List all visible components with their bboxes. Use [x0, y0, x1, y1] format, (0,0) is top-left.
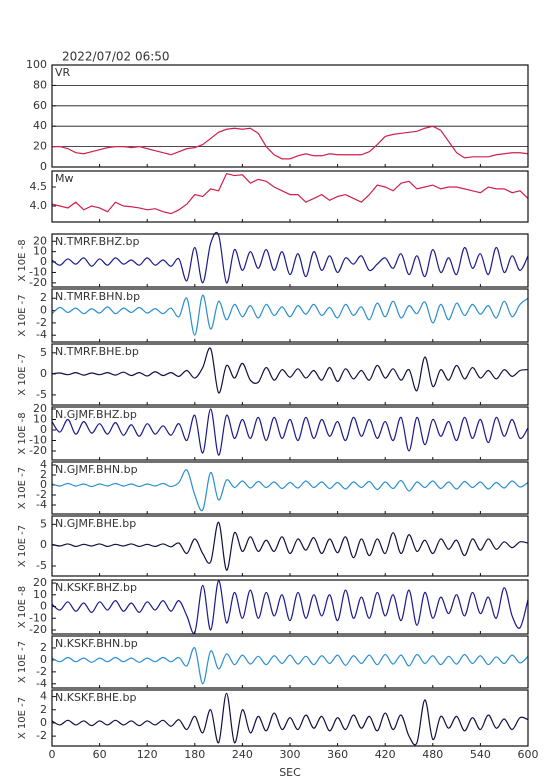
y-tick-label: 2: [40, 468, 47, 481]
y-tick-label: -5: [36, 388, 47, 401]
y-tick-label: 5: [40, 517, 47, 530]
y-tick-label: 2: [40, 641, 47, 654]
y-axis-label: X 10E -7: [17, 294, 28, 336]
chart-title: 2022/07/02 06:50: [62, 50, 170, 64]
y-tick-label: 20: [33, 576, 47, 589]
y-axis-label: X 10E -7: [17, 525, 28, 567]
y-axis-label: X 10E -8: [17, 239, 28, 281]
y-tick-label: 20: [33, 234, 47, 247]
y-tick-label: 10: [33, 588, 47, 601]
y-tick-label: 0: [40, 600, 47, 613]
x-tick-label: 60: [93, 748, 107, 761]
y-axis-label: X 10E -7: [17, 697, 28, 739]
x-tick-label: 180: [184, 748, 205, 761]
panel-label: N.KSKF.BHE.bp: [55, 691, 136, 704]
x-axis-label: SEC: [279, 766, 301, 779]
y-tick-label: 0: [40, 304, 47, 317]
y-tick-label: 10: [33, 245, 47, 258]
y-tick-label: 10: [33, 412, 47, 425]
trace-line: [51, 469, 529, 512]
trace-line: [51, 647, 529, 685]
y-axis-label: X 10E -7: [17, 467, 28, 509]
y-tick-label: -20: [29, 276, 47, 289]
panel-label: N.KSKF.BHN.bp: [55, 637, 138, 650]
y-tick-label: 0: [40, 255, 47, 268]
y-tick-label: 4.5: [30, 180, 48, 193]
x-tick-label: 120: [137, 748, 158, 761]
trace-line: [51, 521, 529, 571]
trace-line: [51, 692, 529, 746]
y-tick-label: 5: [40, 346, 47, 359]
panel-label: N.TMRF.BHN.bp: [55, 290, 140, 303]
y-tick-label: -2: [36, 729, 47, 742]
y-tick-label: -10: [29, 265, 47, 278]
panel-label: N.KSKF.BHZ.bp: [55, 581, 137, 594]
y-tick-label: 0: [40, 653, 47, 666]
y-tick-label: 2: [40, 291, 47, 304]
y-tick-label: -5: [36, 559, 47, 572]
y-tick-label: 4: [40, 690, 47, 703]
y-axis-label: X 10E -7: [17, 641, 28, 683]
y-tick-label: 0: [40, 367, 47, 380]
panel-label: Mw: [55, 172, 74, 185]
y-axis-label: X 10E -8: [17, 586, 28, 628]
y-tick-label: -20: [29, 623, 47, 636]
x-tick-label: 420: [375, 748, 396, 761]
trace-line: [52, 125, 529, 160]
panel-label: N.GJMF.BHN.bp: [55, 463, 138, 476]
trace-line: [51, 294, 529, 336]
y-tick-label: -2: [36, 665, 47, 678]
x-tick-label: 600: [518, 748, 539, 761]
y-tick-label: -4: [36, 498, 47, 511]
x-tick-label: 240: [232, 748, 253, 761]
y-tick-label: 0: [40, 716, 47, 729]
x-tick-label: 480: [422, 748, 443, 761]
y-tick-label: -10: [29, 433, 47, 446]
panel-label: N.GJMF.BHE.bp: [55, 517, 136, 530]
panel-label: VR: [55, 66, 71, 79]
y-tick-label: 4: [40, 458, 47, 471]
y-tick-label: 60: [33, 99, 47, 112]
y-tick-label: 0: [40, 538, 47, 551]
panel-label: N.GJMF.BHZ.bp: [55, 408, 137, 421]
y-tick-label: 0: [40, 160, 47, 173]
y-tick-label: -4: [36, 677, 47, 690]
trace-line: [51, 408, 529, 456]
panel-label: N.TMRF.BHZ.bp: [55, 235, 139, 248]
panel-label: N.TMRF.BHE.bp: [55, 345, 139, 358]
x-tick-label: 0: [49, 748, 56, 761]
trace-line: [51, 580, 529, 634]
y-tick-label: 0: [40, 478, 47, 491]
y-tick-label: -10: [29, 611, 47, 624]
y-tick-label: 20: [33, 140, 47, 153]
panel-frame: [51, 170, 529, 223]
y-tick-label: -4: [36, 328, 47, 341]
y-tick-label: -20: [29, 444, 47, 457]
y-axis-label: X 10E -7: [17, 353, 28, 395]
x-tick-label: 540: [470, 748, 491, 761]
trace-line: [51, 347, 529, 394]
trace-line: [51, 172, 529, 215]
y-tick-label: 100: [26, 58, 47, 71]
y-axis-label: X 10E -8: [17, 412, 28, 454]
y-tick-label: -2: [36, 316, 47, 329]
x-tick-label: 360: [327, 748, 348, 761]
y-tick-label: 40: [33, 119, 47, 132]
y-tick-label: 80: [33, 78, 47, 91]
y-tick-label: -2: [36, 488, 47, 501]
trace-line: [51, 231, 529, 284]
x-tick-label: 300: [280, 748, 301, 761]
y-tick-label: 2: [40, 703, 47, 716]
y-tick-label: 0: [40, 423, 47, 436]
y-tick-label: 20: [33, 402, 47, 415]
y-tick-label: 4.0: [30, 199, 48, 212]
